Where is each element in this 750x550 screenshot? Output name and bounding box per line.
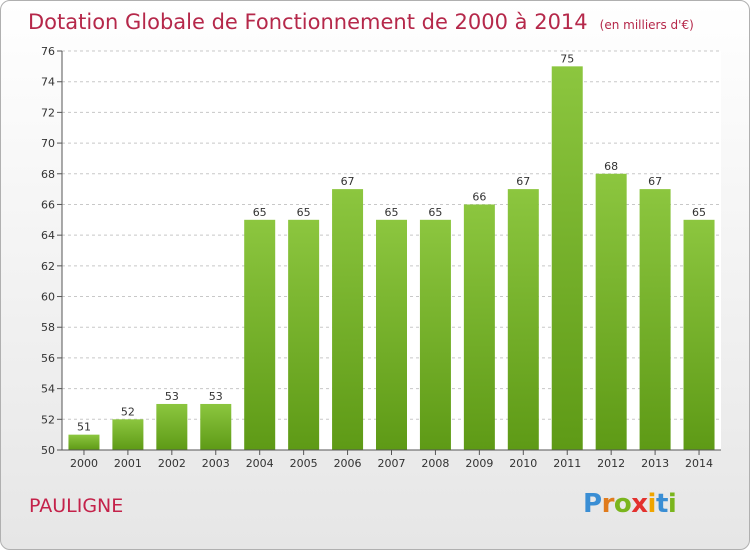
bar [595,173,627,450]
bar [288,219,320,450]
x-tick-label: 2005 [290,457,318,470]
bar-value-label: 75 [560,52,574,65]
x-tick-label: 2013 [641,457,669,470]
bar [332,189,364,450]
x-tick-label: 2002 [158,457,186,470]
y-tick-label: 74 [41,76,55,89]
bar-value-label: 67 [516,175,530,188]
y-tick-label: 76 [41,45,55,58]
bar-value-label: 53 [209,390,223,403]
bar-value-label: 67 [341,175,355,188]
bar [112,419,144,450]
logo-letter: r [601,489,615,519]
bar [200,403,232,450]
bar-value-label: 65 [428,206,442,219]
logo-letter: i [667,489,677,519]
bar-value-label: 66 [472,190,486,203]
bar-value-label: 67 [648,175,662,188]
bar-value-label: 65 [297,206,311,219]
bar-value-label: 51 [77,421,91,434]
y-tick-label: 56 [41,352,55,365]
bar [376,219,407,450]
bar [507,189,539,450]
bar-value-label: 52 [121,405,135,418]
logo-letter: o [613,489,632,519]
x-tick-label: 2003 [202,457,230,470]
chart-title: Dotation Globale de Fonctionnement de 20… [28,10,694,34]
y-tick-label: 72 [41,106,55,119]
y-tick-label: 70 [41,137,55,150]
bar [463,204,495,450]
bar [683,219,715,450]
x-tick-label: 2007 [378,457,406,470]
bar [244,219,276,450]
bar [639,189,671,450]
y-tick-label: 54 [41,383,55,396]
x-tick-label: 2010 [509,457,537,470]
y-tick-label: 52 [41,413,55,426]
x-tick-label: 2009 [465,457,493,470]
bar-value-label: 65 [253,206,267,219]
bar-value-label: 65 [385,206,399,219]
y-tick-label: 68 [41,168,55,181]
bar [419,219,451,450]
bar-value-label: 53 [165,390,179,403]
x-tick-label: 2014 [685,457,713,470]
logo-letter: i [647,489,657,519]
bar [156,403,188,450]
bar [68,434,100,450]
x-tick-label: 2011 [553,457,581,470]
y-tick-label: 58 [41,321,55,334]
bar [551,66,583,450]
logo-letter: t [655,489,668,519]
y-tick-label: 64 [41,229,55,242]
x-tick-label: 2012 [597,457,625,470]
bar-value-label: 65 [692,206,706,219]
x-tick-label: 2004 [246,457,274,470]
bar-value-label: 68 [604,160,618,173]
logo-letter: x [631,489,648,519]
x-tick-label: 2000 [70,457,98,470]
x-tick-label: 2001 [114,457,142,470]
x-tick-label: 2006 [334,457,362,470]
proxiti-logo: Proxiti [583,489,677,519]
y-tick-label: 50 [41,444,55,457]
y-tick-label: 62 [41,260,55,273]
logo-letter: P [583,489,602,519]
title-main: Dotation Globale de Fonctionnement de 20… [28,10,588,34]
commune-name: PAULIGNE [29,495,124,517]
y-tick-label: 60 [41,291,55,304]
x-tick-label: 2008 [421,457,449,470]
y-tick-label: 66 [41,198,55,211]
title-unit: (en milliers d'€) [599,18,694,32]
